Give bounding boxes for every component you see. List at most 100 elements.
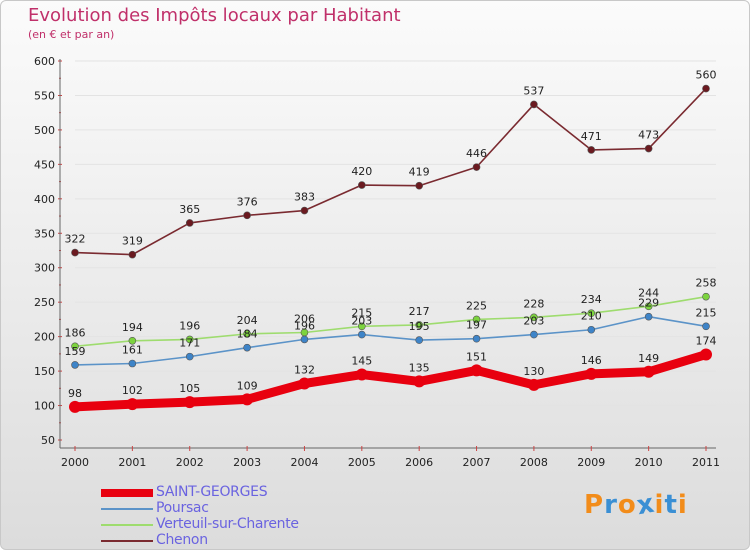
logo-letter: o — [617, 490, 637, 520]
data-point — [300, 335, 309, 344]
data-label: 184 — [237, 328, 258, 341]
x-tick-label: 2002 — [176, 456, 204, 469]
data-label: 151 — [466, 350, 487, 363]
data-label: 383 — [294, 191, 315, 204]
data-label: 195 — [409, 320, 430, 333]
x-tick-label: 2004 — [290, 456, 318, 469]
series-line — [70, 350, 711, 412]
data-point — [702, 322, 710, 331]
data-label: 102 — [122, 384, 143, 397]
data-label: 319 — [122, 235, 143, 248]
data-label: 229 — [638, 297, 659, 310]
proxiti-logo: Proxiti — [584, 489, 688, 522]
data-label: 171 — [179, 337, 200, 350]
legend-label: SAINT-GEORGES — [156, 484, 268, 500]
legend-swatch — [101, 508, 153, 510]
y-tick-label: 350 — [34, 227, 55, 240]
data-label: 419 — [409, 166, 430, 179]
data-point — [355, 368, 368, 381]
y-tick-label: 300 — [34, 262, 55, 275]
x-tick-label: 2001 — [118, 456, 146, 469]
data-point — [587, 325, 596, 334]
x-tick-label: 2007 — [463, 456, 491, 469]
data-point — [128, 336, 137, 345]
data-label: 228 — [523, 297, 544, 310]
y-tick-label: 600 — [34, 55, 55, 68]
data-label: 215 — [696, 306, 717, 319]
data-point — [530, 313, 538, 322]
y-tick-label: 250 — [34, 296, 55, 309]
data-point — [530, 100, 538, 109]
logo-letter: i — [677, 490, 688, 520]
x-tick-label: 2005 — [348, 456, 376, 469]
data-point — [69, 400, 81, 413]
legend-label: Poursac — [156, 500, 209, 516]
data-point — [71, 248, 79, 257]
x-tick-label: 2010 — [635, 456, 663, 469]
y-tick-label: 50 — [41, 434, 55, 447]
legend-item: Verteuil-sur-Charente — [101, 516, 401, 533]
series-line — [74, 87, 707, 256]
data-point — [185, 335, 194, 344]
legend-item: SAINT-GEORGES — [101, 484, 401, 501]
data-label: 206 — [294, 313, 315, 326]
data-point — [642, 365, 655, 378]
legend: SAINT-GEORGES Poursac Verteuil-sur-Charent… — [101, 484, 401, 549]
data-label: 244 — [638, 286, 659, 299]
chart-subtitle: (en € et par an) — [28, 28, 115, 41]
data-label: 560 — [696, 69, 717, 82]
data-label: 446 — [466, 147, 487, 160]
data-point — [587, 309, 596, 318]
y-tick-label: 450 — [34, 158, 55, 171]
data-point — [702, 84, 710, 93]
legend-swatch — [101, 540, 153, 542]
data-label: 186 — [65, 326, 86, 339]
data-label: 204 — [237, 314, 258, 327]
data-point — [644, 312, 653, 321]
data-point — [300, 206, 309, 215]
series-saint-georges: 98 102 105 109 132 145 135 151 130 146 149 174 — [68, 335, 717, 413]
data-label: 146 — [581, 354, 602, 367]
data-label: 135 — [409, 361, 430, 374]
data-point — [470, 364, 483, 377]
data-label: 217 — [409, 305, 430, 318]
data-point — [587, 146, 596, 154]
x-tick-label: 2000 — [61, 456, 89, 469]
data-point — [415, 181, 423, 190]
x-tick-label: 2008 — [520, 456, 548, 469]
data-label: 98 — [68, 387, 82, 400]
data-point — [644, 144, 653, 153]
legend-label: Verteuil-sur-Charente — [156, 516, 299, 532]
data-point — [71, 361, 79, 369]
data-label: 322 — [65, 233, 86, 246]
data-label: 225 — [466, 299, 487, 312]
chart-title: Evolution des Impôts locaux par Habitant — [28, 5, 401, 26]
data-point — [128, 250, 137, 259]
data-point — [243, 211, 251, 220]
legend-swatch — [101, 489, 153, 497]
data-label: 210 — [581, 310, 602, 323]
data-point — [527, 378, 540, 391]
data-point — [415, 336, 423, 344]
data-label: 130 — [523, 365, 544, 378]
y-tick-label: 400 — [34, 193, 55, 206]
data-label: 105 — [179, 382, 200, 395]
series-verteuil-sur-charente: 186 194 196 204 206 215 217 225 228 234 244 258 — [65, 277, 717, 351]
x-tick-label: 2011 — [692, 456, 720, 469]
data-label: 145 — [351, 355, 372, 368]
legend-label: Chenon — [156, 532, 208, 548]
data-label: 203 — [523, 315, 544, 328]
series-line — [74, 315, 707, 366]
logo-letter: r — [604, 490, 618, 520]
data-point — [183, 396, 196, 409]
y-tick-label: 550 — [34, 89, 55, 102]
x-tick-label: 2003 — [233, 456, 261, 469]
data-point — [185, 352, 194, 361]
data-label: 203 — [351, 315, 372, 328]
data-label: 197 — [466, 319, 487, 332]
data-label: 420 — [351, 165, 372, 178]
data-label: 196 — [179, 319, 200, 332]
data-point — [472, 334, 481, 343]
logo-letter: i — [654, 490, 665, 520]
